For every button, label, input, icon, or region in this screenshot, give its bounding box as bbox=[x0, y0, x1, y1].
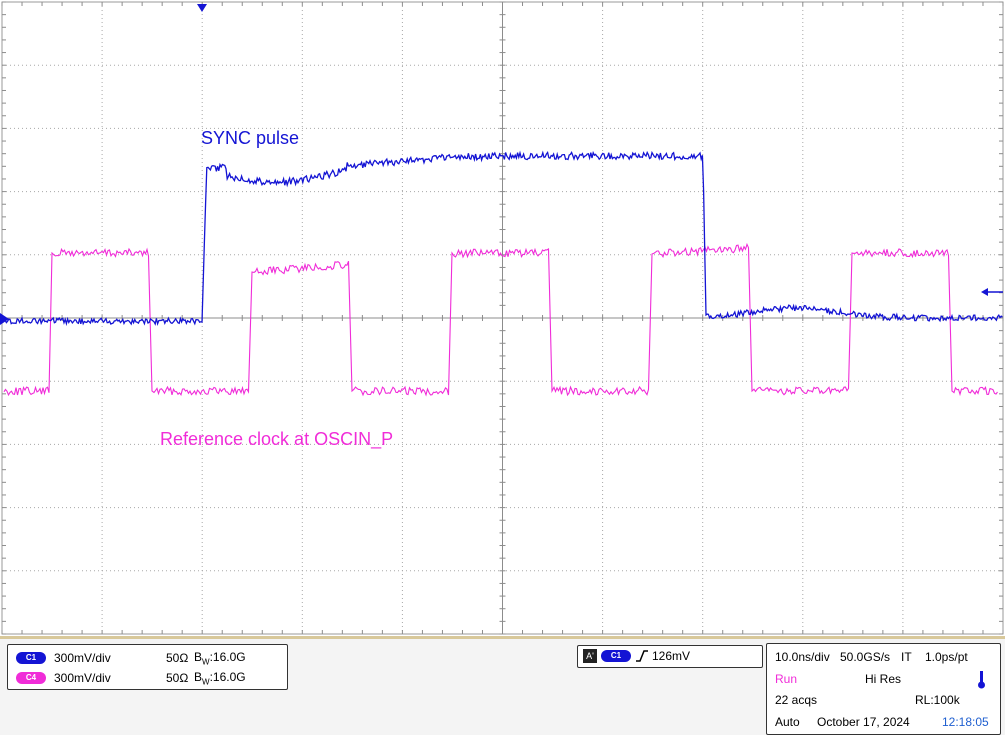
sample-rate: 50.0GS/s bbox=[840, 650, 891, 664]
ch1-ground-marker-icon[interactable] bbox=[0, 313, 9, 325]
date: October 17, 2024 bbox=[817, 715, 910, 729]
acquisition-mode: Hi Res bbox=[865, 672, 902, 686]
trigger-level: 126mV bbox=[652, 649, 691, 663]
ch1-bandwidth: BW:16.0G bbox=[194, 649, 246, 667]
trigger-mode-badge: A' bbox=[583, 649, 597, 663]
graticule-grid bbox=[1, 1, 1004, 635]
ch4-bandwidth: BW:16.0G bbox=[194, 669, 246, 687]
ch1-trace bbox=[3, 150, 1003, 327]
ch4-trace bbox=[3, 242, 998, 397]
waveform-graticule: SYNC pulse Reference clock at OSCIN_P bbox=[0, 1, 1004, 635]
thermometer-icon bbox=[978, 671, 985, 689]
ch4-badge[interactable]: C4 bbox=[16, 672, 46, 684]
trigger-source-badge: C1 bbox=[601, 650, 631, 662]
acquisition-count: 22 acqs bbox=[775, 693, 818, 707]
time: 12:18:05 bbox=[942, 715, 989, 729]
ch4-settings-row[interactable]: C4 300mV/div 50Ω BW:16.0G bbox=[16, 670, 246, 686]
trigger-settings-panel[interactable]: A' C1 126mV bbox=[577, 645, 763, 668]
time-resolution: 1.0ps/pt bbox=[925, 650, 968, 664]
rising-edge-icon bbox=[636, 650, 648, 662]
ch1-scale: 300mV/div bbox=[54, 651, 111, 665]
status-bar: C1 300mV/div 50Ω BW:16.0G C4 300mV/div 5… bbox=[0, 636, 1005, 735]
run-state[interactable]: Run bbox=[775, 672, 798, 686]
trigger-level-arrow-icon[interactable] bbox=[981, 288, 1003, 296]
timebase-panel[interactable]: 10.0ns/div 50.0GS/s IT 1.0ps/pt Run Hi R… bbox=[766, 643, 1001, 735]
trigger-mode: Auto bbox=[775, 715, 800, 729]
ch4-impedance: 50Ω bbox=[166, 671, 189, 685]
sync-pulse-label: SYNC pulse bbox=[201, 128, 299, 148]
channel-settings-panel: C1 300mV/div 50Ω BW:16.0G C4 300mV/div 5… bbox=[7, 644, 288, 690]
ch4-scale: 300mV/div bbox=[54, 671, 111, 685]
ch1-settings-row[interactable]: C1 300mV/div 50Ω BW:16.0G bbox=[16, 650, 246, 666]
record-length: RL:100k bbox=[915, 693, 960, 707]
reference-clock-label: Reference clock at OSCIN_P bbox=[160, 429, 393, 450]
acquisition-mode-it: IT bbox=[901, 650, 912, 664]
ch1-badge[interactable]: C1 bbox=[16, 652, 46, 664]
ch1-impedance: 50Ω bbox=[166, 651, 189, 665]
trigger-position-marker-icon[interactable] bbox=[197, 4, 207, 12]
waveform-display[interactable]: SYNC pulse Reference clock at OSCIN_P bbox=[0, 0, 1005, 636]
time-per-div: 10.0ns/div bbox=[775, 650, 830, 664]
